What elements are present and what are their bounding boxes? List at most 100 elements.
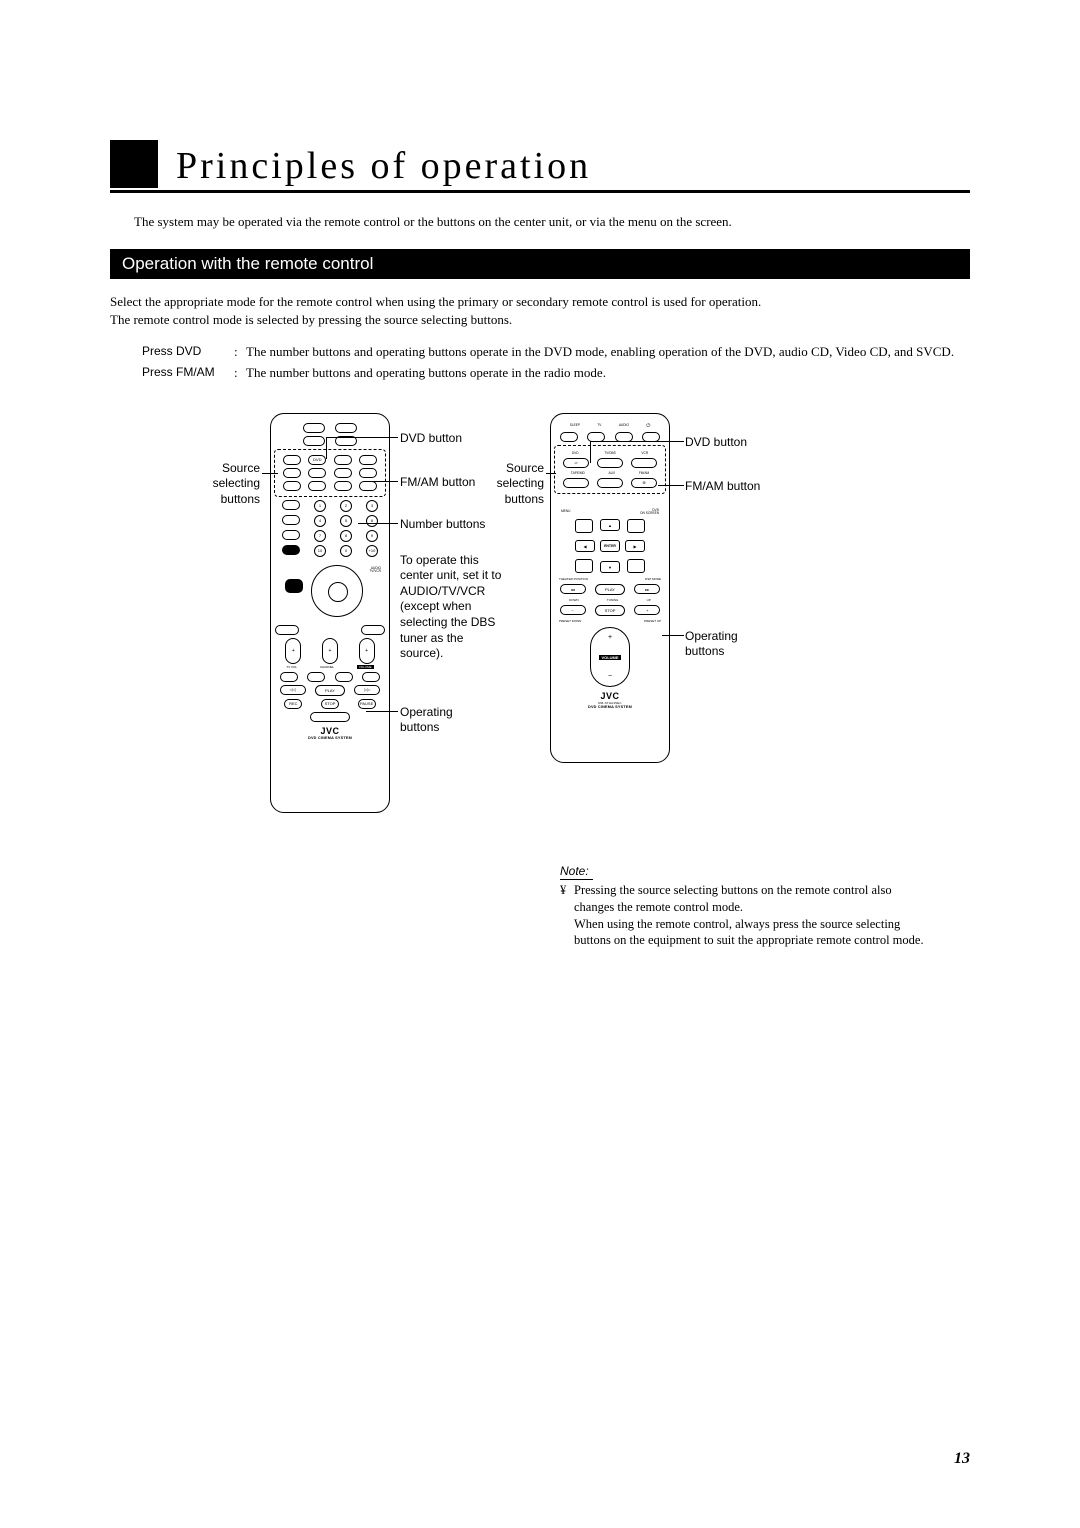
remote-button <box>310 712 350 722</box>
number-button: 8 <box>340 530 352 542</box>
remote-button <box>282 530 300 540</box>
callout-center-note: To operate this center unit, set it to A… <box>400 553 510 662</box>
callout-operating-buttons: Operating buttons <box>400 705 453 736</box>
label: AUX <box>609 471 616 475</box>
press-desc: The number buttons and operating buttons… <box>246 364 970 383</box>
right-button: ▶ <box>625 540 645 552</box>
press-colon: : <box>234 343 246 362</box>
sleep-button <box>560 432 578 442</box>
rec-button: REC <box>284 699 302 709</box>
brand-sub: DVD CINEMA SYSTEM <box>551 705 669 709</box>
number-button: +10 <box>366 545 378 557</box>
volume-button: + <box>359 638 375 664</box>
prev-button: ◂◂ <box>560 584 586 594</box>
remote-button <box>359 468 377 478</box>
number-button: 5 <box>340 515 352 527</box>
channel-button: + <box>322 638 338 664</box>
stop-button: STOP <box>321 699 339 709</box>
stop-button: STOP <box>595 605 625 616</box>
label: DVDON SCREEN <box>640 509 659 515</box>
vcr-button <box>631 458 657 468</box>
body-line-2: The remote control mode is selected by p… <box>110 312 512 327</box>
number-button: 10 <box>314 545 326 557</box>
remote-button <box>362 672 380 682</box>
label: SLEEP <box>570 423 580 429</box>
callout-operating-buttons: Operating buttons <box>685 629 738 660</box>
label: VCR <box>641 451 648 455</box>
down-button: ▼ <box>600 561 620 573</box>
theater-button <box>575 559 593 573</box>
leader-line <box>662 635 684 636</box>
section-body: Select the appropriate mode for the remo… <box>110 293 970 329</box>
label: PRESET UP <box>644 619 661 623</box>
callout-fmam-button: FM/AM button <box>400 475 475 491</box>
jvc-logo: JVC <box>271 726 389 736</box>
source-selecting-group: DVDTV/DBSVCR ▱ TAPE/MDAUXFM/AM ⊕ <box>554 445 666 494</box>
tune-down-button: − <box>560 605 586 615</box>
label: TV/DBS <box>604 451 616 455</box>
title-block: Principles of operation <box>110 140 970 193</box>
next-button: ▸▸ <box>634 584 660 594</box>
jvc-logo: JVC <box>551 691 669 701</box>
remote-button <box>308 468 326 478</box>
label: FM/AM <box>639 471 649 475</box>
note-heading: Note: <box>560 863 593 880</box>
callout-fmam-button: FM/AM button <box>685 479 760 495</box>
label: TAPE/MD <box>571 471 585 475</box>
remote-button <box>307 672 325 682</box>
remote-button <box>334 481 352 491</box>
tvdbs-button <box>597 458 623 468</box>
label: THEATER POSITION <box>559 577 588 581</box>
number-button: 9 <box>366 530 378 542</box>
audio-tvvcr-label: AUDIOTV/VCR <box>369 567 381 574</box>
number-button: 3 <box>366 500 378 512</box>
remote-button <box>359 455 377 465</box>
remote-button <box>303 436 325 446</box>
remote-button <box>280 672 298 682</box>
remote-button <box>283 481 301 491</box>
remote-button <box>285 579 303 593</box>
pause-button: PAUSE <box>358 699 376 709</box>
remote-button <box>275 625 299 635</box>
label: DOWN <box>569 598 579 602</box>
intro-text: The system may be operated via the remot… <box>134 213 970 231</box>
label: DVD <box>572 451 579 455</box>
enter-button <box>328 582 348 602</box>
diagram-area: DVD 123 456 789 100+10 AUDIOTV/VCR + + +… <box>110 413 970 933</box>
number-button: 6 <box>366 515 378 527</box>
leader-line <box>372 481 398 482</box>
section-heading: Operation with the remote control <box>110 249 970 279</box>
remote-button <box>359 481 377 491</box>
play-button: PLAY <box>595 584 625 595</box>
press-row: Press FM/AM : The number buttons and ope… <box>142 364 970 383</box>
note-line-2: When using the remote control, always pr… <box>574 917 924 948</box>
remote-button <box>283 468 301 478</box>
source-selecting-group: DVD <box>274 449 386 497</box>
remote-button <box>282 500 300 510</box>
remote-dvd-button: DVD <box>308 455 326 465</box>
onscreen-button <box>627 519 645 533</box>
leader-line <box>590 441 684 442</box>
note-block: Note: ¥ Pressing the source selecting bu… <box>560 863 930 950</box>
arrow-pad: ▲ ◀ ENTER ▶ ▼ <box>575 519 645 573</box>
remote-primary: DVD 123 456 789 100+10 AUDIOTV/VCR + + +… <box>270 413 390 813</box>
press-label: Press FM/AM <box>142 364 234 383</box>
remote-button <box>308 481 326 491</box>
menu-button <box>575 519 593 533</box>
label: UP <box>647 598 651 602</box>
remote-button <box>282 515 300 525</box>
body-line-1: Select the appropriate mode for the remo… <box>110 294 761 309</box>
leader-line <box>326 437 327 459</box>
callout-source-selecting: Source selecting buttons <box>190 461 260 508</box>
remote-button <box>335 423 357 433</box>
remote-button <box>334 468 352 478</box>
number-button: 4 <box>314 515 326 527</box>
remote-button <box>303 423 325 433</box>
tape-button <box>563 478 589 488</box>
press-desc: The number buttons and operating buttons… <box>246 343 970 362</box>
press-colon: : <box>234 364 246 383</box>
tv-vol-button: + <box>285 638 301 664</box>
play-button: PLAY <box>315 685 345 696</box>
press-row: Press DVD : The number buttons and opera… <box>142 343 970 362</box>
page-number: 13 <box>954 1450 970 1468</box>
